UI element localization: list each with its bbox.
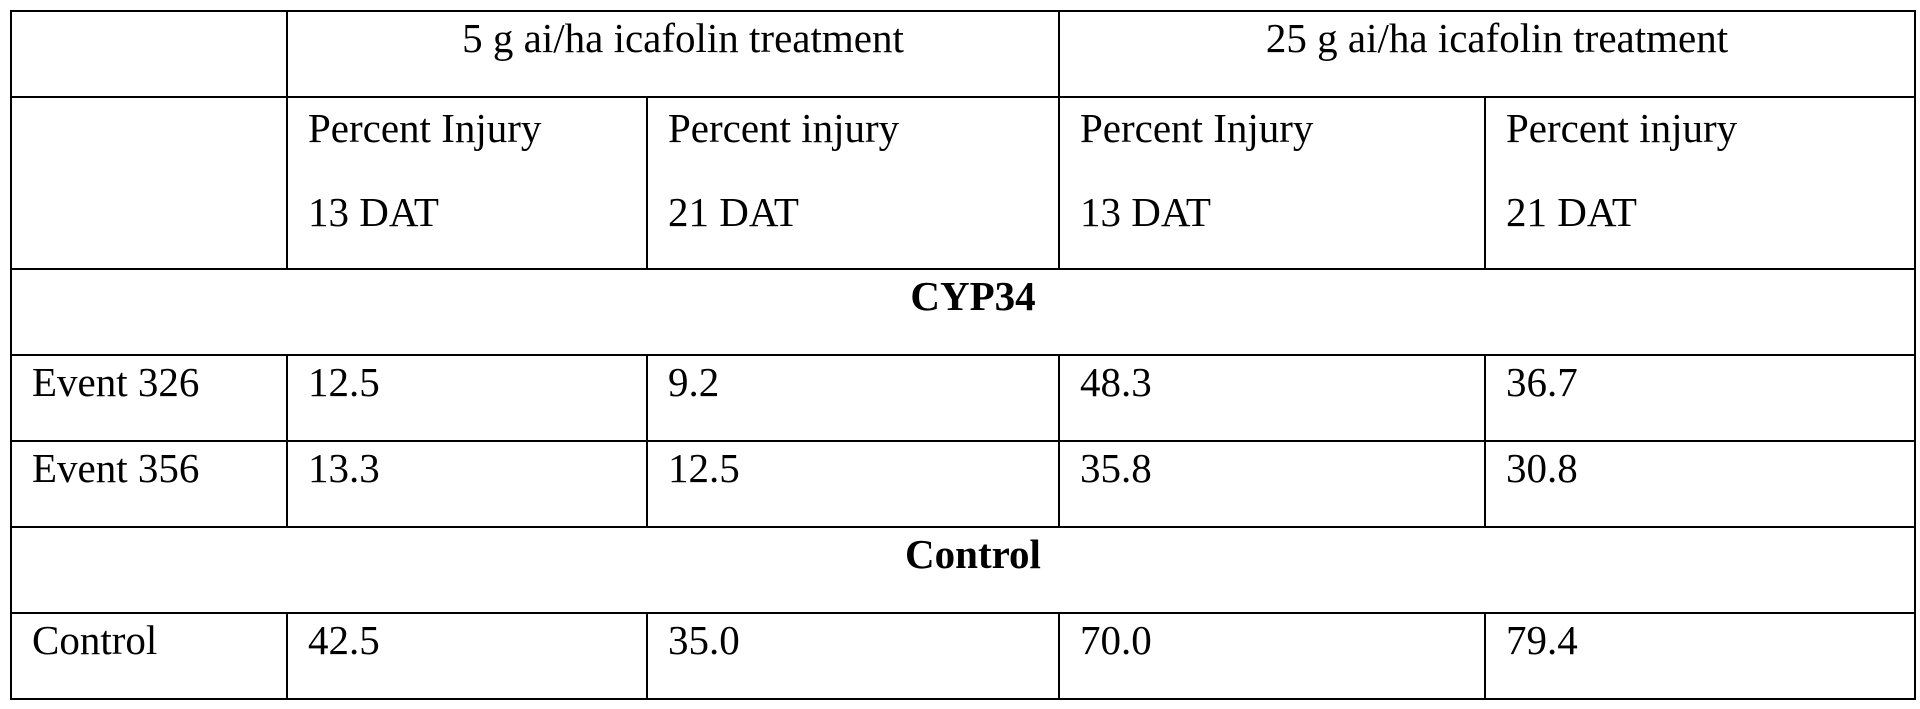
- sub-header-row: Percent Injury 13 DAT Percent injury 21 …: [11, 97, 1915, 269]
- injury-table: 5 g ai/ha icafolin treatment 25 g ai/ha …: [10, 10, 1916, 700]
- table-cell: 12.5: [647, 441, 1059, 527]
- sub-header-25g-13dat: Percent Injury 13 DAT: [1059, 97, 1485, 269]
- group-header-row: 5 g ai/ha icafolin treatment 25 g ai/ha …: [11, 11, 1915, 97]
- sub-header-line1: Percent injury: [1506, 98, 1914, 182]
- table-cell: 35.8: [1059, 441, 1485, 527]
- table-cell: 36.7: [1485, 355, 1915, 441]
- row-label: Event 356: [11, 441, 287, 527]
- section-title: CYP34: [11, 269, 1915, 355]
- table-cell: 12.5: [287, 355, 647, 441]
- table-cell: 35.0: [647, 613, 1059, 699]
- table-cell: 70.0: [1059, 613, 1485, 699]
- section-header-control: Control: [11, 527, 1915, 613]
- table-cell: 9.2: [647, 355, 1059, 441]
- table-cell: 42.5: [287, 613, 647, 699]
- sub-header-25g-21dat: Percent injury 21 DAT: [1485, 97, 1915, 269]
- sub-header-line2: 13 DAT: [308, 182, 646, 266]
- sub-header-line2: 13 DAT: [1080, 182, 1484, 266]
- group-header-empty: [11, 11, 287, 97]
- sub-header-5g-21dat: Percent injury 21 DAT: [647, 97, 1059, 269]
- table-cell: 48.3: [1059, 355, 1485, 441]
- group-header-25g: 25 g ai/ha icafolin treatment: [1059, 11, 1915, 97]
- row-label: Event 326: [11, 355, 287, 441]
- table-row: Control 42.5 35.0 70.0 79.4: [11, 613, 1915, 699]
- section-header-cyp34: CYP34: [11, 269, 1915, 355]
- sub-header-line1: Percent Injury: [308, 98, 646, 182]
- sub-header-empty: [11, 97, 287, 269]
- row-label: Control: [11, 613, 287, 699]
- sub-header-line1: Percent Injury: [1080, 98, 1484, 182]
- sub-header-line2: 21 DAT: [668, 182, 1058, 266]
- sub-header-line2: 21 DAT: [1506, 182, 1914, 266]
- table-row: Event 356 13.3 12.5 35.8 30.8: [11, 441, 1915, 527]
- sub-header-5g-13dat: Percent Injury 13 DAT: [287, 97, 647, 269]
- sub-header-line1: Percent injury: [668, 98, 1058, 182]
- table-cell: 13.3: [287, 441, 647, 527]
- section-title: Control: [11, 527, 1915, 613]
- table-row: Event 326 12.5 9.2 48.3 36.7: [11, 355, 1915, 441]
- table-cell: 79.4: [1485, 613, 1915, 699]
- group-header-5g: 5 g ai/ha icafolin treatment: [287, 11, 1059, 97]
- table-cell: 30.8: [1485, 441, 1915, 527]
